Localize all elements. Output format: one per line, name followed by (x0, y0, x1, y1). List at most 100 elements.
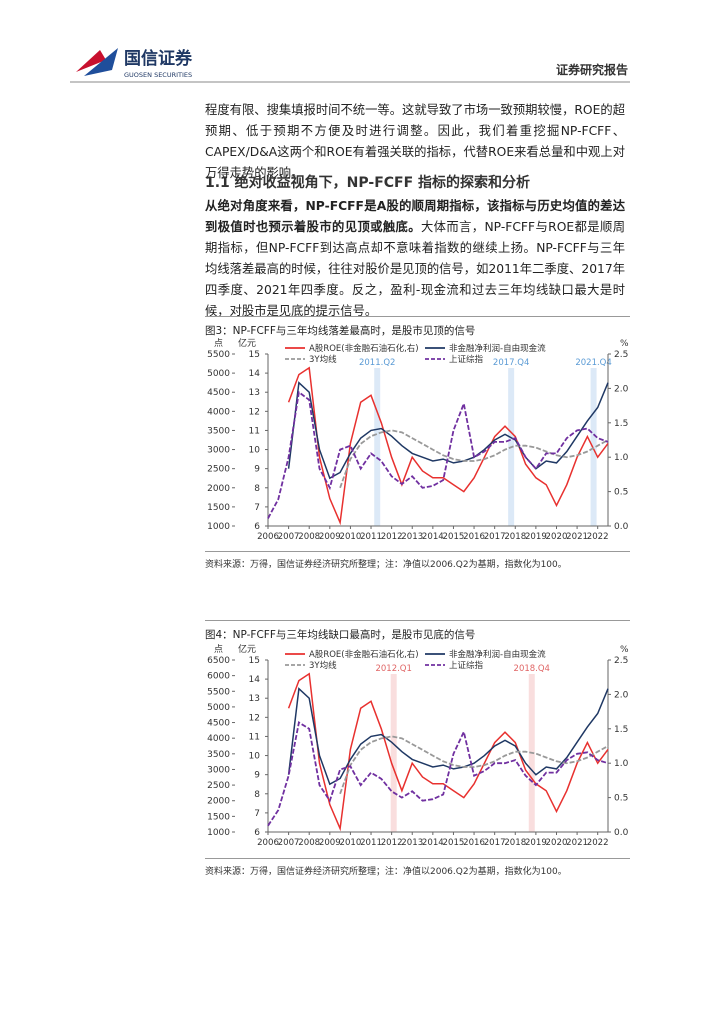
x-tick-label: 2009 (319, 532, 341, 542)
x-tick-label: 2014 (422, 838, 444, 848)
header: 国信证券 GUOSEN SECURITIES 证券研究报告 (70, 48, 630, 83)
highlight-label: 2021.Q4 (575, 358, 611, 368)
tick-label: 3000 (207, 765, 230, 775)
section-text: 大体而言，NP-FCFF与ROE都是顺周期指标，但NP-FCFF到达高点却不意味… (205, 220, 625, 318)
tick-label: 3000 (207, 446, 230, 456)
chart: 2011.Q2 2017.Q4 2021.Q4 1000 1500 2000 2500 300… (207, 337, 629, 542)
tick-label: 13 (249, 694, 260, 704)
tick-label: 4500 (207, 388, 230, 398)
tick-label: 10 (249, 446, 261, 456)
x-tick-label: 2008 (298, 532, 320, 542)
tick-label: 15 (249, 656, 260, 666)
tick-label: 10 (249, 752, 261, 762)
tick-label: 6000 (207, 672, 230, 682)
report-type: 证券研究报告 (556, 62, 628, 77)
axis-unit: 亿元 (238, 643, 256, 655)
tick-label: 8 (254, 790, 260, 800)
tick-label: 0.5 (614, 794, 628, 804)
tick-label: 2000 (207, 797, 230, 807)
x-tick-label: 2017 (484, 838, 506, 848)
tick-label: 0.0 (614, 828, 629, 838)
highlight-label: 2012.Q1 (375, 664, 411, 674)
tick-label: 2000 (207, 484, 230, 494)
legend-label: 非金融净利润-自由现金流 (449, 649, 546, 660)
tick-label: 14 (249, 369, 261, 379)
tick-label: 7 (254, 503, 260, 513)
legend-label: 3Y均线 (309, 354, 337, 365)
tick-label: 3500 (207, 750, 230, 760)
series-line (339, 735, 609, 795)
tick-label: 0.0 (614, 522, 629, 532)
x-tick-label: 2012 (381, 532, 403, 542)
tick-label: 8 (254, 484, 260, 494)
brand: 国信证券 (124, 48, 193, 69)
tick-label: 1.0 (614, 453, 629, 463)
x-tick-label: 2022 (587, 838, 609, 848)
tick-label: 4500 (207, 719, 230, 729)
intro: 程度有限、搜集填报时间不统一等。这就导致了市场一致预期较慢，ROE的超预期、低于… (205, 103, 625, 180)
x-tick-label: 2020 (546, 838, 568, 848)
tick-label: 5500 (207, 687, 230, 697)
x-tick-label: 2015 (443, 532, 465, 542)
tick-label: 15 (249, 350, 260, 360)
x-tick-label: 2018 (504, 838, 526, 848)
tick-label: 9 (254, 771, 260, 781)
tick-label: 5000 (207, 703, 230, 713)
axis-unit: 亿元 (238, 337, 256, 349)
x-tick-label: 2017 (484, 532, 506, 542)
series-line (287, 381, 609, 480)
figure-title: 图4：NP-FCFF与三年均线缺口最高时，是股市见底的信号 (205, 620, 630, 642)
axis-unit: % (620, 645, 629, 655)
tick-label: 2.0 (614, 690, 629, 700)
tick-label: 1000 (207, 522, 230, 532)
logo-blue (84, 48, 118, 76)
x-tick-label: 2006 (257, 532, 279, 542)
tick-label: 1.0 (614, 759, 629, 769)
tick-label: 7 (254, 809, 260, 819)
x-tick-label: 2013 (401, 838, 423, 848)
x-tick-label: 2018 (504, 532, 526, 542)
tick-label: 0.5 (614, 488, 628, 498)
x-tick-label: 2020 (546, 532, 568, 542)
x-tick-label: 2013 (401, 532, 423, 542)
tick-label: 11 (249, 732, 260, 742)
legend-label: A股ROE(非金融石油石化,右) (309, 343, 419, 354)
logo-red (76, 50, 106, 72)
tick-label: 2.5 (614, 350, 628, 360)
tick-label: 5000 (207, 369, 230, 379)
x-tick-label: 2016 (463, 838, 485, 848)
x-tick-label: 2021 (566, 838, 588, 848)
brand-en: GUOSEN SECURITIES (124, 71, 192, 79)
tick-label: 13 (249, 388, 260, 398)
x-tick-label: 2008 (298, 838, 320, 848)
figure-source: 资料来源：万得，国信证券经济研究所整理；注：净值以2006.Q2为基期，指数化为… (205, 551, 630, 570)
series-line (267, 721, 609, 827)
tick-label: 1000 (207, 828, 230, 838)
tick-label: 1500 (207, 812, 230, 822)
tick-label: 12 (249, 407, 260, 417)
highlight-label: 2017.Q4 (493, 358, 529, 368)
x-tick-label: 2009 (319, 838, 341, 848)
figure-title: 图3：NP-FCFF与三年均线落差最高时，是股市见顶的信号 (205, 316, 630, 338)
series-line (287, 687, 609, 786)
series-line (287, 672, 609, 832)
tick-label: 6 (254, 522, 260, 532)
section-title: 1.1 绝对收益视角下，NP-FCFF 指标的探索和分析 (205, 175, 531, 191)
x-tick-label: 2022 (587, 532, 609, 542)
x-tick-label: 2016 (463, 532, 485, 542)
tick-label: 1500 (207, 503, 230, 513)
figure-source: 资料来源：万得，国信证券经济研究所整理；注：净值以2006.Q2为基期，指数化为… (205, 858, 630, 877)
axis-unit: 点 (214, 644, 223, 655)
highlight-band (374, 368, 381, 526)
tick-label: 9 (254, 465, 260, 475)
x-tick-label: 2015 (443, 838, 465, 848)
legend-label: 3Y均线 (309, 660, 337, 671)
tick-label: 11 (249, 426, 260, 436)
x-tick-label: 2010 (339, 838, 361, 848)
x-tick-label: 2011 (360, 532, 382, 542)
tick-label: 1.5 (614, 725, 628, 735)
x-tick-label: 2019 (525, 838, 547, 848)
legend-label: 上证综指 (449, 660, 484, 671)
series-line (287, 366, 609, 526)
